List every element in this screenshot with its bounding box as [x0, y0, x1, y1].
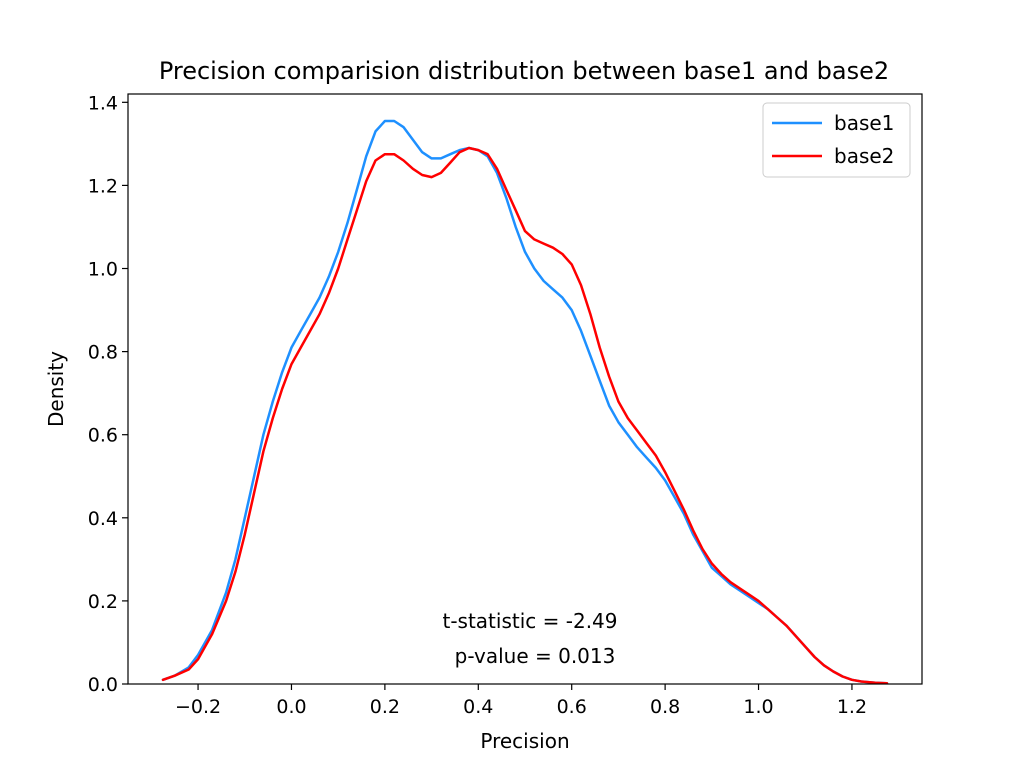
x-tick-label: 1.2: [837, 696, 867, 718]
x-tick-label: 0.0: [276, 696, 306, 718]
x-tick-label: 0.6: [557, 696, 587, 718]
legend-box: [762, 102, 911, 178]
x-tick-label: 0.8: [650, 696, 680, 718]
y-axis-title: Density: [44, 351, 68, 427]
plot-frame: [127, 93, 923, 685]
legend-label-base1: base1: [834, 111, 894, 135]
legend-label-base2: base2: [834, 144, 894, 168]
x-tick-label: 1.0: [743, 696, 773, 718]
legend: base1 base2: [762, 102, 911, 178]
series-line-base2: [161, 146, 889, 685]
y-tick-label: 0.2: [88, 591, 118, 613]
t-statistic-annotation: t-statistic = -2.49: [442, 609, 617, 633]
p-value-annotation: p-value = 0.013: [455, 644, 616, 668]
x-axis-title: Precision: [480, 729, 569, 753]
x-tick-label: 0.2: [370, 696, 400, 718]
x-tick-label: 0.4: [463, 696, 493, 718]
y-tick-label: 0.0: [88, 674, 118, 696]
x-axis: −0.2 0.0 0.2 0.4 0.6 0.8 1.0 1.2: [175, 684, 867, 718]
y-axis: 0.0 0.2 0.4 0.6 0.8 1.0 1.2 1.4: [88, 92, 128, 696]
chart-title: Precision comparision distribution betwe…: [159, 57, 889, 85]
y-tick-label: 0.8: [88, 342, 118, 364]
series-layer: [161, 119, 889, 685]
y-tick-label: 1.2: [88, 175, 118, 197]
y-tick-label: 0.6: [88, 425, 118, 447]
x-tick-label: −0.2: [175, 696, 221, 718]
y-tick-label: 0.4: [88, 508, 118, 530]
y-tick-label: 1.0: [88, 259, 118, 281]
y-tick-label: 1.4: [88, 92, 118, 114]
